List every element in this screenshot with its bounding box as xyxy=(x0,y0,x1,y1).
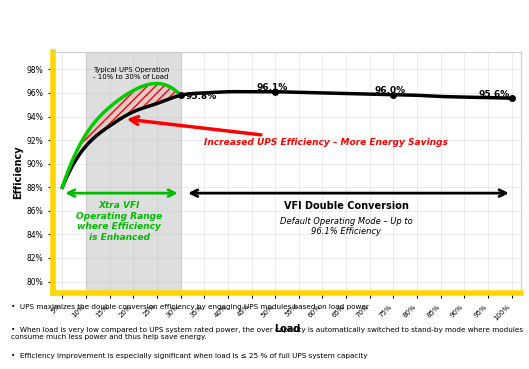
Y-axis label: Efficiency: Efficiency xyxy=(14,146,23,199)
Bar xyxy=(86,52,180,293)
Text: •  When load is very low compared to UPS system rated power, the over capacity i: • When load is very low compared to UPS … xyxy=(11,327,523,340)
Text: 96.0%: 96.0% xyxy=(375,86,406,95)
Text: Increased UPS Efficiency – More Energy Savings: Increased UPS Efficiency – More Energy S… xyxy=(131,117,448,147)
Text: •  Efficiency improvement is especially significant when load is ≤ 25 % of full : • Efficiency improvement is especially s… xyxy=(11,353,367,359)
Text: Xtra VFI provides a Secure way to Significantly Increase Efficiency in Datacentr: Xtra VFI provides a Secure way to Signif… xyxy=(0,14,529,36)
X-axis label: Load: Load xyxy=(274,324,300,334)
Text: 96.1%: 96.1% xyxy=(256,83,287,92)
Text: 95.8%: 95.8% xyxy=(185,92,216,101)
Text: VFI Double Conversion: VFI Double Conversion xyxy=(284,201,408,211)
Text: Typical UPS Operation
- 10% to 30% of Load: Typical UPS Operation - 10% to 30% of Lo… xyxy=(93,67,170,80)
Text: •  UPS maximizes the double conversion efficiency by engaging UPS modules based : • UPS maximizes the double conversion ef… xyxy=(11,304,369,310)
Text: Xtra VFI
Operating Range
where Efficiency
is Enhanced: Xtra VFI Operating Range where Efficienc… xyxy=(76,201,162,242)
Text: 95.6%: 95.6% xyxy=(479,90,510,99)
Text: Default Operating Mode – Up to
96.1% Efficiency: Default Operating Mode – Up to 96.1% Eff… xyxy=(280,217,413,236)
